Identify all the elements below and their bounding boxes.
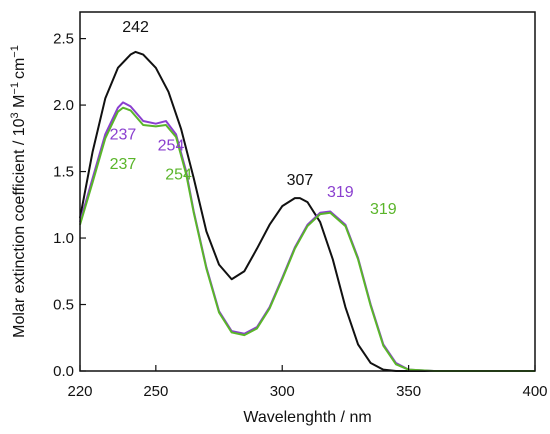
x-tick-label: 350: [396, 383, 421, 400]
y-axis-title-prefix: Molar extinction coefficient / 10: [11, 118, 28, 337]
series-line-2: [79, 101, 535, 372]
x-tick-label: 250: [143, 383, 168, 400]
peak-label: 319: [370, 201, 397, 218]
peak-label: 242: [122, 19, 149, 36]
y-tick-label: 1.0: [53, 230, 74, 247]
peak-label: 254: [165, 167, 192, 184]
y-tick-label: 0.0: [53, 363, 74, 380]
plot-frame: [79, 11, 536, 372]
y-axis-title-mid: M: [11, 95, 28, 113]
y-tick-label: 1.5: [53, 164, 74, 181]
y-axis-title-exp3: −1: [9, 45, 21, 58]
y-tick-label: 2.0: [53, 97, 74, 114]
x-tick-label: 300: [270, 383, 295, 400]
peak-label: 319: [327, 184, 354, 201]
x-tick-label: 220: [67, 383, 92, 400]
x-axis-title: Wavelenghth / nm: [243, 409, 371, 426]
peak-label: 307: [287, 172, 314, 189]
y-axis-title-mid2: cm: [11, 58, 28, 79]
series-line-3: [79, 106, 535, 372]
peak-label: 254: [158, 137, 185, 154]
series-line-1: [79, 50, 535, 372]
peak-label: 237: [110, 127, 137, 144]
y-axis-title-exp2: −1: [9, 82, 21, 95]
y-tick-label: 0.5: [53, 297, 74, 314]
series-layer: [79, 50, 535, 372]
y-axis-title-exp1: 3: [9, 112, 21, 118]
peak-label-layer: 242 307 237 254 237 254 319 319: [110, 19, 397, 218]
y-tick-label: 2.5: [53, 31, 74, 48]
tick-layer: 220 250 300 350 400 0.0 0.5 1.0 1.5 2.0 2.5: [53, 31, 547, 400]
peak-label: 237: [110, 156, 137, 173]
y-axis-title: Molar extinction coefficient / 103 M−1cm…: [9, 45, 28, 338]
x-tick-label: 400: [522, 383, 547, 400]
